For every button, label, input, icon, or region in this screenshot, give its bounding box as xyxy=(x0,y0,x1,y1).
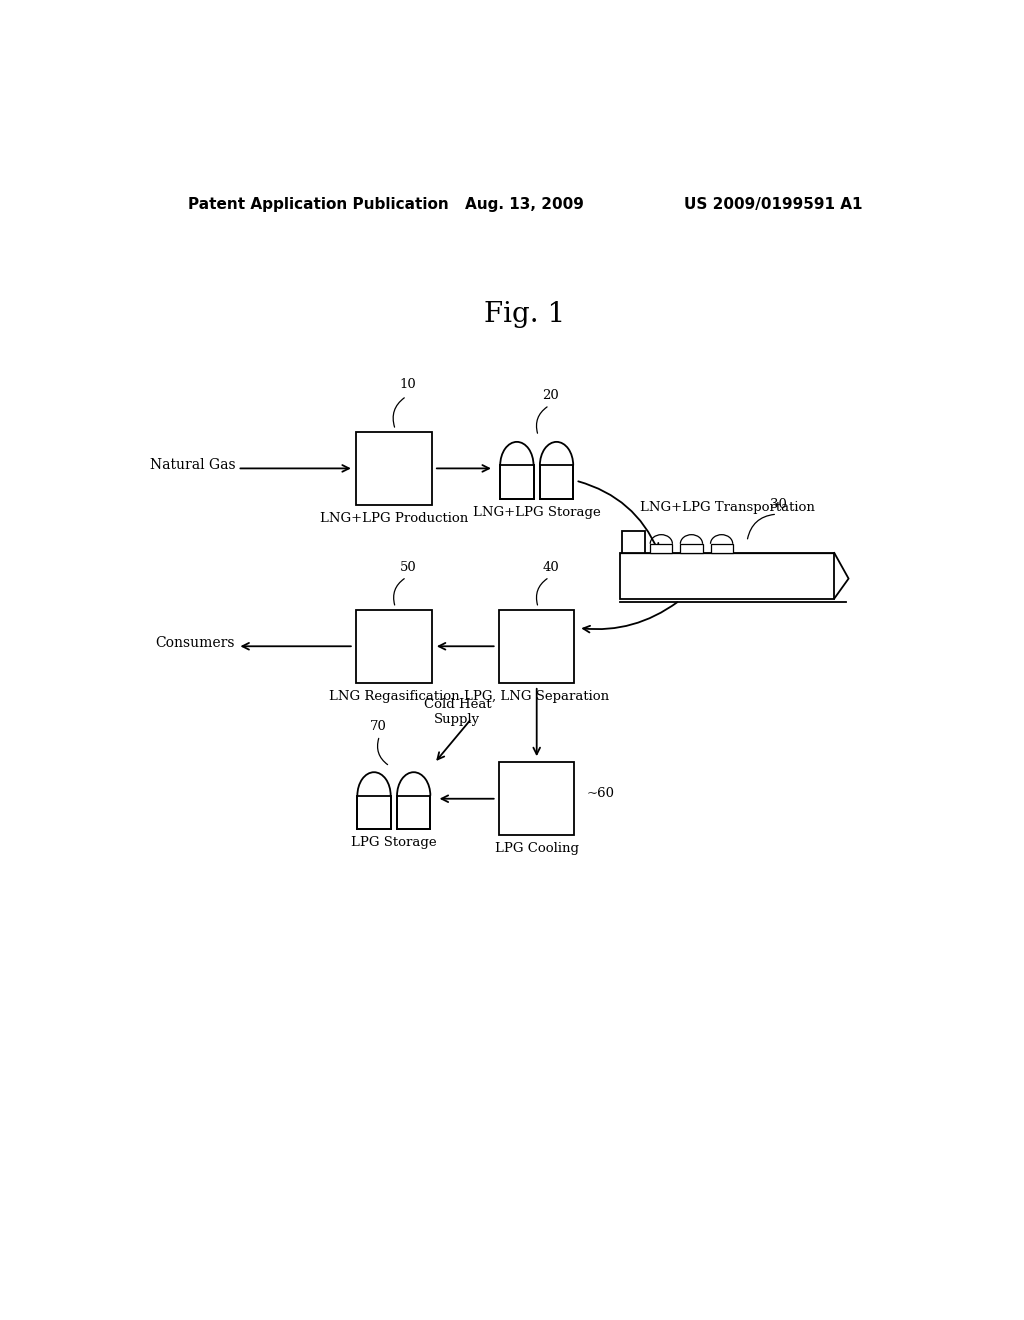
Text: 70: 70 xyxy=(370,719,386,733)
Bar xyxy=(356,432,431,506)
Bar xyxy=(499,610,574,682)
Text: LPG Cooling: LPG Cooling xyxy=(495,842,579,855)
Text: Fig. 1: Fig. 1 xyxy=(484,301,565,327)
Bar xyxy=(357,796,391,829)
Text: Cold Heat
Supply: Cold Heat Supply xyxy=(424,698,492,726)
Text: Aug. 13, 2009: Aug. 13, 2009 xyxy=(465,197,585,213)
Bar xyxy=(650,544,673,553)
Bar xyxy=(711,544,733,553)
Text: Patent Application Publication: Patent Application Publication xyxy=(187,197,449,213)
Text: LPG, LNG Separation: LPG, LNG Separation xyxy=(464,690,609,704)
Bar xyxy=(397,796,430,829)
Text: LPG Storage: LPG Storage xyxy=(351,837,436,849)
Text: 40: 40 xyxy=(543,561,559,574)
Text: Consumers: Consumers xyxy=(156,636,236,651)
Bar xyxy=(620,553,835,598)
Bar xyxy=(540,466,573,499)
Text: 50: 50 xyxy=(399,561,417,574)
Text: LNG+LPG Transportation: LNG+LPG Transportation xyxy=(640,502,815,515)
Bar xyxy=(680,544,702,553)
Bar xyxy=(500,466,534,499)
Text: 30: 30 xyxy=(770,498,787,511)
Text: 20: 20 xyxy=(543,389,559,403)
Bar xyxy=(356,610,431,682)
Text: Natural Gas: Natural Gas xyxy=(150,458,236,473)
Bar xyxy=(499,762,574,836)
Text: LNG+LPG Production: LNG+LPG Production xyxy=(319,512,468,525)
Text: 10: 10 xyxy=(399,378,417,391)
Text: ~60: ~60 xyxy=(587,787,614,800)
Text: LNG+LPG Storage: LNG+LPG Storage xyxy=(473,506,601,519)
Bar xyxy=(623,531,645,553)
Text: US 2009/0199591 A1: US 2009/0199591 A1 xyxy=(684,197,862,213)
Text: LNG Regasification: LNG Regasification xyxy=(329,690,459,704)
